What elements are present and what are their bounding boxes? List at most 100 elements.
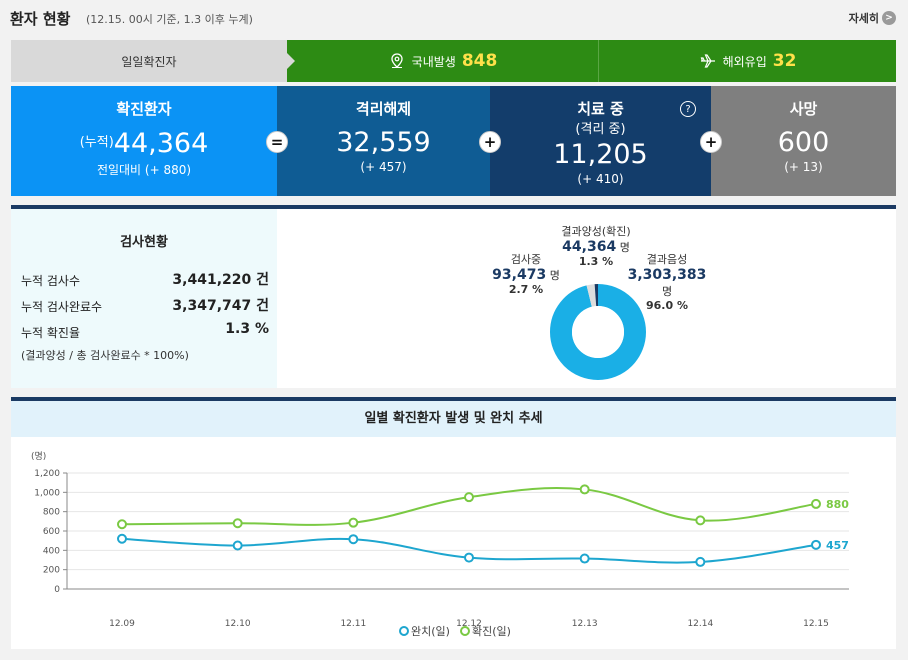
pie-label-testing: 검사중 93,473 명 2.7 % (486, 251, 566, 296)
pie-hole (572, 306, 624, 358)
legend-marker-recovered (399, 626, 409, 636)
pie-positive-unit: 명 (619, 241, 630, 254)
daily-arrow (287, 53, 295, 69)
overseas-label: 해외유입 (722, 54, 767, 69)
data-point[interactable] (464, 492, 474, 503)
airplane-icon (700, 54, 715, 68)
data-point[interactable] (695, 515, 706, 526)
y-tick-label: 200 (43, 566, 60, 576)
help-icon[interactable]: ? (680, 101, 696, 117)
released-value: 32,559 (336, 127, 431, 158)
trend-chart-section: 일별 확진환자 발생 및 완치 추세 (명) 0 200 400 600 800 1,000… (11, 397, 896, 649)
data-point[interactable] (811, 539, 821, 550)
death-delta: (+ 13) (784, 160, 823, 174)
y-tick-label: 1,200 (34, 469, 60, 479)
treating-delta: (+ 410) (577, 172, 624, 186)
status-released: 격리해제 32,559 (+ 457) (277, 86, 490, 196)
y-tick-label: 800 (43, 508, 60, 518)
status-confirmed: 확진환자 (누적)44,364 전일대비 (+ 880) (11, 86, 277, 196)
pie-negative-value: 3,303,383 (627, 267, 707, 283)
y-tick-label: 0 (54, 585, 60, 595)
confirmed-title: 확진환자 (116, 100, 172, 118)
more-button[interactable]: 자세히 > (849, 10, 896, 26)
treating-sub: (격리 중) (575, 122, 626, 137)
test-status-section: 검사현황 누적 검사수 3,441,220 건 누적 검사완료수 3,347,7… (11, 205, 896, 388)
pie-label-negative: 결과음성 3,303,383 명 96.0 % (619, 251, 715, 312)
death-value: 600 (777, 127, 830, 158)
test-pie-chart (550, 284, 646, 380)
map-pin-icon (391, 53, 403, 68)
pie-testing-label: 검사중 (510, 253, 542, 266)
series-end-label: 457 (826, 539, 849, 552)
data-point[interactable] (117, 519, 127, 530)
test-summary: 검사현황 누적 검사수 3,441,220 건 누적 검사완료수 3,347,7… (11, 209, 277, 388)
daily-confirmed-bar: 일일확진자 국내발생 848 해외유입 32 (11, 40, 896, 82)
confirmed-value: 44,364 (113, 128, 209, 159)
overseas-value: 32 (772, 51, 797, 71)
data-point[interactable] (348, 534, 359, 545)
test-row-value: 3,347,747 건 (172, 298, 269, 314)
legend-item-recovered[interactable]: 완치(일) (399, 623, 450, 639)
legend-item-confirmed[interactable]: 확진(일) (459, 623, 511, 639)
status-treating: 치료 중 (격리 중) 11,205 (+ 410) (490, 86, 711, 196)
y-tick-label: 600 (43, 527, 60, 537)
data-point[interactable] (232, 518, 243, 529)
pie-negative-pct: 96.0 % (646, 299, 688, 312)
data-point[interactable] (579, 484, 590, 495)
data-point[interactable] (348, 517, 359, 528)
domestic-label: 국내발생 (411, 54, 456, 69)
y-tick-label: 400 (43, 546, 60, 556)
data-point[interactable] (695, 556, 706, 567)
status-death: 사망 600 (+ 13) (711, 86, 896, 196)
page-title: 환자 현황 (10, 10, 71, 28)
data-point[interactable] (464, 552, 474, 563)
more-label[interactable]: 자세히 (848, 12, 879, 25)
test-row-value: 1.3 % (225, 321, 269, 337)
data-point[interactable] (811, 498, 821, 509)
data-point[interactable] (232, 540, 243, 551)
released-delta: (+ 457) (360, 160, 407, 174)
plus-icon: + (700, 131, 722, 153)
test-note: (결과양성 / 총 검사완료수 * 100%) (21, 349, 189, 362)
page-subtitle: (12.15. 00시 기준, 1.3 이후 누계) (86, 13, 253, 26)
data-point[interactable] (117, 533, 127, 544)
confirmed-delta: 전일대비 (+ 880) (96, 163, 192, 177)
pie-negative-label: 결과음성 (646, 253, 688, 266)
test-row-label: 누적 검사수 (21, 274, 81, 288)
pie-testing-pct: 2.7 % (508, 283, 544, 296)
test-title: 검사현황 (120, 235, 168, 250)
equals-icon: = (266, 131, 288, 153)
chart-legend: 완치(일) 확진(일) (399, 623, 511, 639)
daily-label: 일일확진자 (11, 40, 287, 82)
y-tick-label: 1,000 (34, 488, 60, 498)
chevron-right-icon[interactable]: > (882, 11, 896, 25)
pie-testing-value: 93,473 (492, 267, 547, 283)
pie-testing-unit: 명 (549, 269, 560, 282)
released-title: 격리해제 (355, 100, 412, 118)
daily-domestic: 국내발생 848 (288, 40, 597, 82)
chart-title: 일별 확진환자 발생 및 완치 추세 (11, 401, 896, 437)
treating-title: 치료 중 (577, 100, 624, 118)
header: 환자 현황 (12.15. 00시 기준, 1.3 이후 누계) 자세히 > (0, 0, 908, 36)
pie-positive-value: 44,364 (562, 239, 617, 255)
test-row-label: 누적 검사완료수 (21, 300, 103, 314)
confirmed-prefix: (누적) (79, 135, 114, 150)
confirmed-value-line: (누적)44,364 (11, 127, 277, 160)
domestic-value: 848 (461, 51, 498, 71)
test-row-label: 누적 확진율 (21, 326, 81, 340)
series-end-label: 880 (826, 498, 849, 511)
pie-slice-positive (550, 284, 646, 380)
y-axis-label: (명) (31, 451, 46, 462)
x-tick-label: 12.10 (225, 619, 251, 629)
legend-marker-confirmed (459, 626, 470, 636)
death-title: 사망 (789, 100, 818, 118)
plus-icon: + (479, 131, 501, 153)
trend-line-chart: (명) 0 200 400 600 800 1,000 1,200 12.09 12.10 12.1… (31, 451, 849, 629)
x-tick-label: 12.09 (109, 619, 135, 629)
pie-negative-unit: 명 (661, 285, 673, 298)
daily-overseas: 해외유입 32 (598, 40, 896, 82)
data-point[interactable] (579, 553, 590, 564)
treating-value: 11,205 (553, 139, 648, 170)
pie-positive-label: 결과양성(확진) (561, 225, 631, 238)
x-tick-label: 12.11 (340, 619, 366, 629)
